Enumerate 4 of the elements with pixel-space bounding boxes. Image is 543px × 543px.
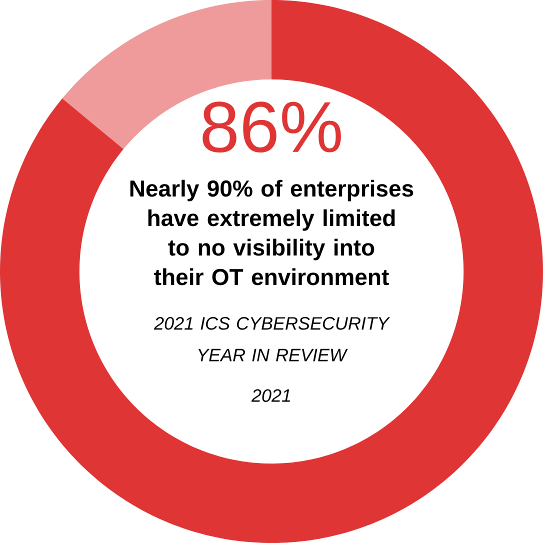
text: 2021 — [251, 389, 290, 402]
text: 86% — [202, 102, 341, 153]
text: Nearly 90% of enterprises have extremely limited to no visibility into their OT environment — [130, 180, 414, 286]
text: 2021 ICS CYBERSECURITY YEAR IN REVIEW — [154, 317, 390, 362]
